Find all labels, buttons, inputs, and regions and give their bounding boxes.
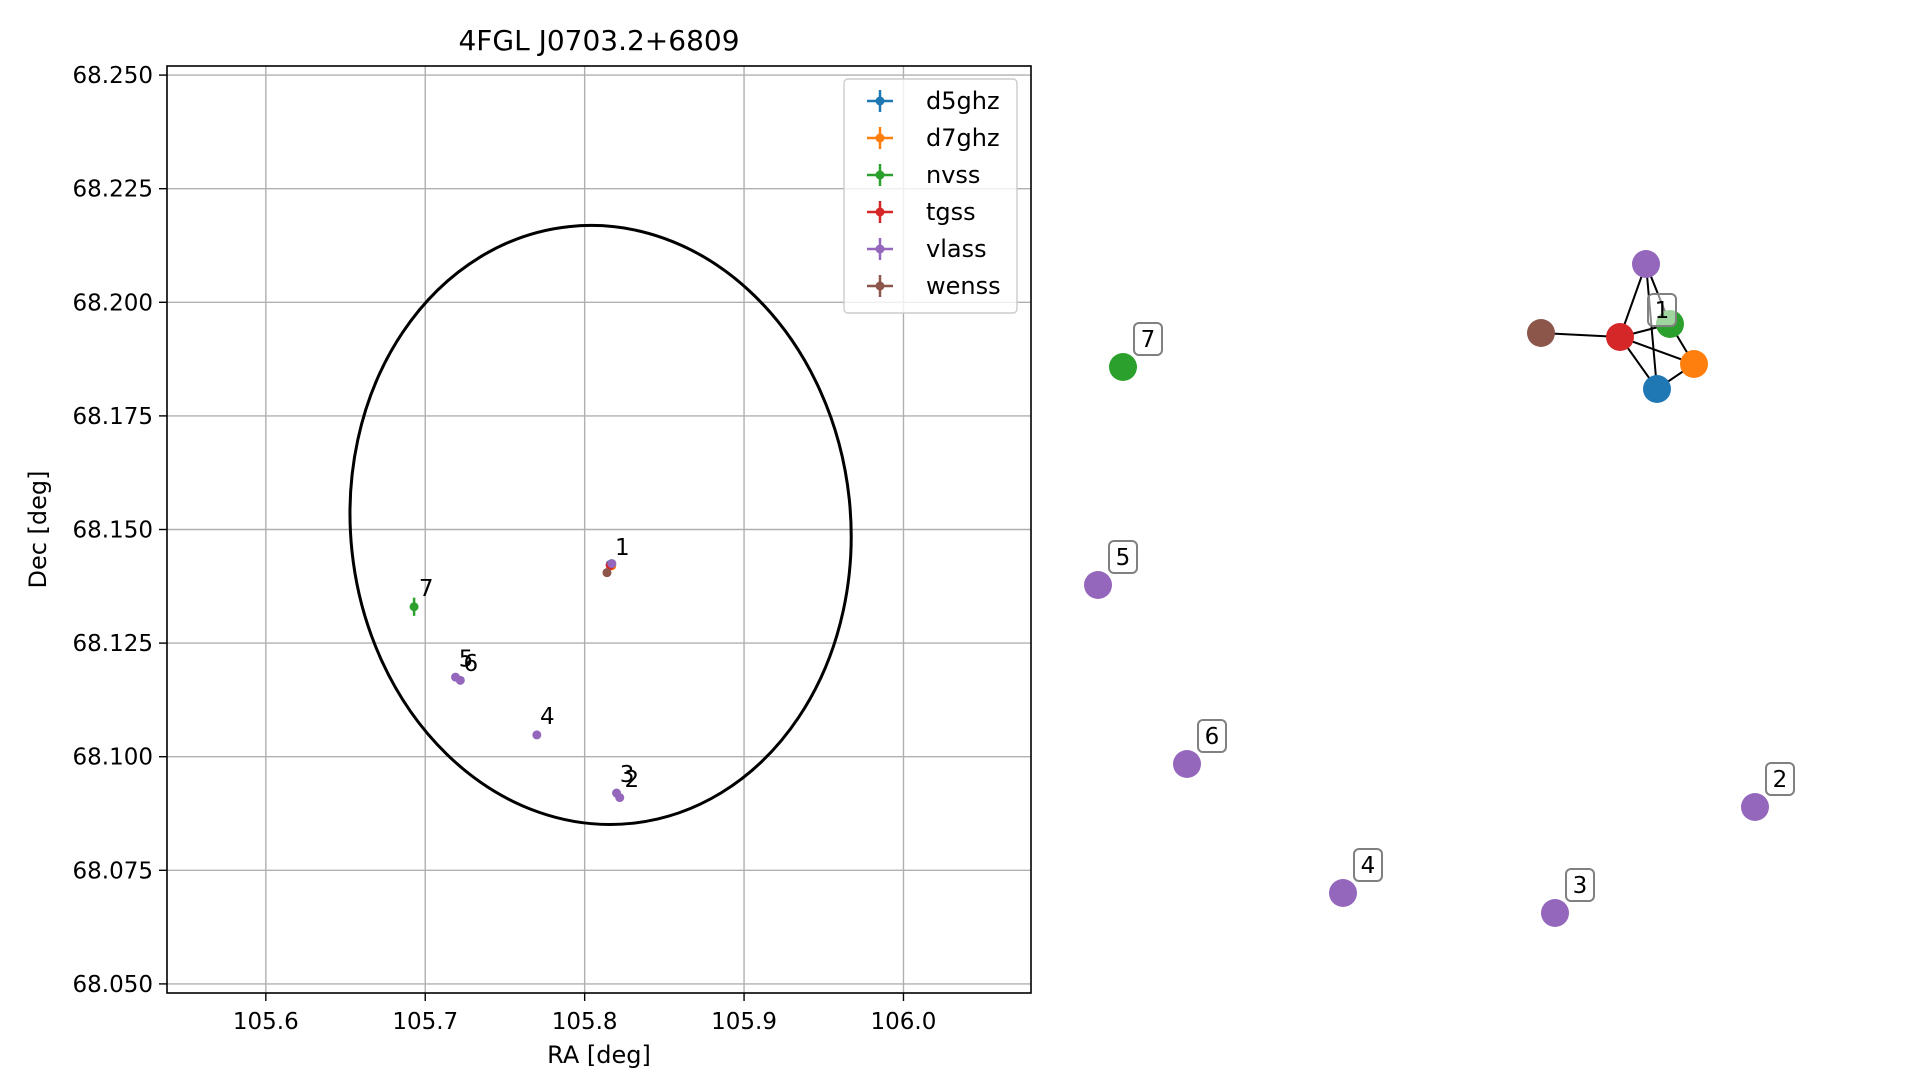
legend-label-vlass: vlass	[926, 235, 987, 263]
point-annotation: 5	[459, 646, 474, 672]
x-tick-label: 105.9	[711, 1009, 777, 1035]
y-tick-label: 68.225	[73, 177, 153, 203]
x-tick-label: 105.6	[233, 1009, 299, 1035]
graph-node-vlass-5	[1084, 571, 1112, 599]
y-tick-label: 68.075	[73, 858, 153, 884]
y-axis-label: Dec [deg]	[24, 470, 52, 588]
graph-node-label: 3	[1573, 873, 1588, 899]
point-annotation: 3	[620, 762, 635, 788]
point-annotation: 2	[625, 767, 640, 793]
legend-label-d7ghz: d7ghz	[926, 124, 1000, 152]
legend-marker-dot	[875, 96, 885, 106]
x-tick-label: 105.8	[552, 1009, 618, 1035]
x-axis-ticks: 105.6 105.7 105.8 105.9 106.0	[233, 993, 936, 1035]
scatter-plot: 1 7 56 4 32 105.6 105.7 105.8 105.9 106.0 68.050…	[24, 24, 1032, 1069]
x-axis-label: RA [deg]	[547, 1041, 651, 1069]
point-annotation: 4	[540, 704, 555, 730]
graph-node-vlass-2	[1741, 793, 1769, 821]
graph-node-tgss-1	[1606, 323, 1634, 351]
error-ellipse	[348, 223, 853, 826]
graph-node-vlass-1	[1632, 250, 1660, 278]
graph-node-vlass-6	[1173, 750, 1201, 778]
graph-node-wenss-1	[1527, 319, 1555, 347]
vlass-point	[532, 730, 542, 740]
point-annotation: 1	[615, 535, 630, 561]
graph-node-nvss-7	[1109, 353, 1137, 381]
y-tick-label: 68.050	[73, 972, 153, 998]
wenss-point	[602, 568, 612, 578]
legend-marker-dot	[875, 281, 885, 291]
graph-node-label-box	[1565, 868, 1595, 902]
y-tick-label: 68.125	[73, 631, 153, 657]
legend: d5ghz d7ghz nvss tgss vlass wenss	[843, 78, 1018, 314]
cluster-label-box	[1647, 293, 1677, 327]
x-tick-label: 106.0	[871, 1009, 937, 1035]
graph-node-label-box	[1353, 848, 1383, 882]
graph-node-label: 4	[1361, 853, 1376, 879]
y-tick-label: 68.100	[73, 745, 153, 771]
graph-node-vlass-4	[1329, 879, 1357, 907]
y-tick-label: 68.250	[73, 63, 153, 89]
graph-node-d7ghz-1	[1680, 350, 1708, 378]
legend-marker-dot	[875, 244, 885, 254]
y-tick-label: 68.150	[73, 518, 153, 544]
y-tick-label: 68.175	[73, 404, 153, 430]
graph-node-label: 6	[1205, 724, 1220, 750]
y-axis-ticks: 68.050 68.075 68.100 68.125 68.150 68.175 68.2…	[73, 63, 167, 998]
y-tick-label: 68.200	[73, 290, 153, 316]
vlass-point	[612, 788, 622, 798]
graph-node-label-box	[1108, 540, 1138, 574]
cluster-label: 1	[1655, 298, 1670, 324]
vlass-point	[455, 675, 465, 685]
graph-node-label-box	[1197, 719, 1227, 753]
legend-label-nvss: nvss	[926, 161, 980, 189]
legend-label-tgss: tgss	[926, 198, 976, 226]
graph-node-label: 7	[1141, 327, 1156, 353]
chart-title: 4FGL J0703.2+6809	[458, 24, 739, 57]
legend-marker-dot	[875, 207, 885, 217]
graph-node-label: 2	[1773, 767, 1788, 793]
graph-node-vlass-3	[1541, 899, 1569, 927]
data-points	[409, 559, 625, 803]
legend-marker-dot	[875, 170, 885, 180]
graph-node-label-box	[1133, 322, 1163, 356]
point-annotation: 6	[464, 651, 479, 677]
graph-node-label: 5	[1116, 545, 1131, 571]
x-tick-label: 105.7	[392, 1009, 458, 1035]
graph-nodes	[1084, 250, 1769, 927]
vlass-point	[607, 559, 617, 569]
graph-node-d5ghz-1	[1643, 375, 1671, 403]
legend-marker-dot	[875, 133, 885, 143]
nvss-point	[409, 602, 419, 612]
legend-label-d5ghz: d5ghz	[926, 87, 1000, 115]
legend-label-wenss: wenss	[926, 272, 1001, 300]
point-annotations: 1 7 56 4 32	[419, 535, 639, 793]
ellipse-layer	[348, 223, 853, 826]
graph-node-labels: 7 5 6 4 3 2 1	[1108, 293, 1795, 902]
association-graph: 7 5 6 4 3 2 1	[1084, 250, 1795, 927]
graph-node-label-box	[1765, 762, 1795, 796]
point-annotation: 7	[419, 576, 434, 602]
